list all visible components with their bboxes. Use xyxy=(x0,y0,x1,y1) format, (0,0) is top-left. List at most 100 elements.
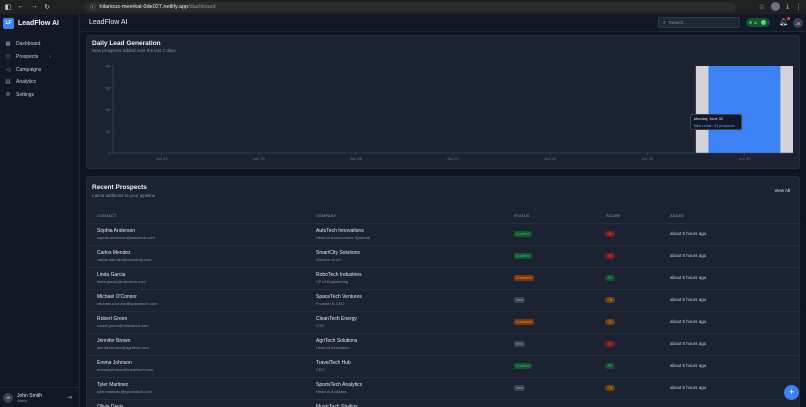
back-icon[interactable]: ← xyxy=(17,3,25,10)
company-name: RoboTech Industries xyxy=(316,272,362,278)
recent-prospects-card: Recent Prospects Latest additions to you… xyxy=(86,176,801,407)
chart-icon: ▥ xyxy=(5,79,11,86)
status-badge: New xyxy=(514,385,526,391)
reload-icon[interactable]: ↻ xyxy=(44,4,50,11)
table-header: CONTACT COMPANY STATUS SCORE ADDED xyxy=(87,213,801,222)
avatar[interactable]: JS xyxy=(793,18,803,28)
contact-name[interactable]: Carlos Mendez xyxy=(97,250,131,256)
view-all-button[interactable]: View All xyxy=(774,188,790,193)
download-icon[interactable]: ⤓ xyxy=(785,2,789,10)
company-name: CleanTech Energy xyxy=(316,316,357,322)
chevron-right-icon[interactable]: › xyxy=(49,54,51,61)
contact-name[interactable]: Robert Green xyxy=(97,316,128,322)
column-header-score[interactable]: SCORE xyxy=(606,214,621,218)
sidebar-item-label: Dashboard xyxy=(16,41,41,48)
users-icon: ⚇ xyxy=(5,54,11,61)
side-nav: ▦ Dashboard ⚇ Prospects › ◁ Campaigns ▥ … xyxy=(0,38,79,101)
daily-leads-chart[interactable]: 0 20 40 60 80 Jun 24 Jun 25 Jun 26 Jun 27 Jun 28 J… xyxy=(87,36,801,170)
company-name: SmartCity Solutions xyxy=(316,250,360,256)
sidebar-item-dashboard[interactable]: ▦ Dashboard xyxy=(0,38,79,51)
user-profile[interactable]: JS John Smith Admin ⇥ xyxy=(0,387,80,407)
sidebar-item-analytics[interactable]: ▥ Analytics xyxy=(0,76,79,89)
column-header-status[interactable]: STATUS xyxy=(514,214,530,218)
contact-email: tyler.martinez@sportstech.com xyxy=(97,389,152,394)
table-row[interactable]: Emma Johnson emma.johnson@traveltech.com T… xyxy=(87,355,801,377)
added-time: about 5 hours ago xyxy=(670,275,707,280)
column-header-contact[interactable]: CONTACT xyxy=(97,214,117,218)
search-input[interactable] xyxy=(668,20,729,25)
added-time: about 5 hours ago xyxy=(670,363,707,368)
x-tick-label: Jun 29 xyxy=(641,156,654,161)
status-badge: Contacted xyxy=(514,319,534,325)
x-tick-label: Jun 30 xyxy=(738,156,751,161)
contact-name[interactable]: Tyler Martinez xyxy=(97,382,129,388)
table-row[interactable]: Robert Green robert.green@cleantech.com Cl… xyxy=(87,311,801,333)
address-bar[interactable]: ⓘ hilarious-meerkat-0de027.netlify.app/d… xyxy=(84,2,736,12)
contact-role: Director of IoT xyxy=(316,257,342,262)
status-badge: Contacted xyxy=(514,275,534,281)
sidebar-toggle-icon[interactable]: ◧ xyxy=(4,4,12,11)
company-name: SpaceTech Ventures xyxy=(316,294,362,300)
contact-name[interactable]: Olivia Davis xyxy=(97,404,124,407)
logout-icon[interactable]: ⇥ xyxy=(66,395,72,401)
score-badge: 78 xyxy=(605,297,615,303)
score-badge: 89 xyxy=(605,363,615,369)
site-info-icon[interactable]: ⓘ xyxy=(90,5,96,11)
megaphone-icon: ◁ xyxy=(5,66,11,73)
table-row[interactable]: Jennifer Brown jennifer.brown@agritech.co… xyxy=(87,333,801,355)
grid-icon: ▦ xyxy=(5,41,11,48)
column-header-company[interactable]: COMPANY xyxy=(316,214,337,218)
topbar: LeadFlow AI ⌕ AI 🔔︎ JS xyxy=(80,14,806,32)
bookmark-star-icon[interactable]: ☆ xyxy=(758,3,765,11)
bell-icon[interactable]: 🔔︎ xyxy=(779,17,790,26)
sidebar-item-label: Settings xyxy=(16,92,35,99)
sidebar-item-campaigns[interactable]: ◁ Campaigns xyxy=(0,63,79,76)
prospects-subtitle: Latest additions to your pipeline xyxy=(92,193,156,198)
brand[interactable]: LF LeadFlow AI xyxy=(0,14,79,32)
contact-role: Founder & CEO xyxy=(316,301,345,306)
add-button[interactable]: + xyxy=(784,385,799,400)
column-header-added[interactable]: ADDED xyxy=(670,214,685,218)
contact-name[interactable]: Michael O'Connor xyxy=(97,294,137,300)
table-row[interactable]: Michael O'Connor michael.oconnor@spacetec… xyxy=(87,289,801,311)
status-badge: New xyxy=(514,297,526,303)
table-row[interactable]: Tyler Martinez tyler.martinez@sportstech.… xyxy=(87,377,801,399)
chart-bar xyxy=(708,66,781,153)
y-tick-label: 80 xyxy=(106,64,111,69)
chart-subtitle: New prospects added over the last 7 days xyxy=(92,48,176,53)
table-row[interactable]: Sophia Anderson sophia.anderson@autotech.… xyxy=(87,223,801,245)
forward-icon[interactable]: → xyxy=(30,3,38,10)
score-badge: 46 xyxy=(605,253,615,259)
sidebar-item-prospects[interactable]: ⚇ Prospects › xyxy=(0,51,79,64)
url-path: /dashboard xyxy=(188,4,216,10)
contact-role: Head of Innovation xyxy=(316,345,350,350)
ai-toggle[interactable]: AI xyxy=(746,18,770,27)
y-tick-label: 60 xyxy=(106,85,111,90)
contact-email: carlos.mendez@smartcity.com xyxy=(97,257,152,262)
x-tick-label: Jun 24 xyxy=(156,156,169,161)
browser-profile-avatar[interactable] xyxy=(770,2,780,11)
y-tick-label: 40 xyxy=(106,107,111,112)
y-tick-label: 20 xyxy=(106,129,111,134)
table-row[interactable]: Linda Garcia linda.garcia@robotech.com Rob… xyxy=(87,267,801,289)
contact-name[interactable]: Linda Garcia xyxy=(97,272,126,278)
chart-tooltip: Monday, June 30 New Leads : 81 prospects xyxy=(690,114,742,130)
contact-name[interactable]: Jennifer Brown xyxy=(97,338,131,344)
contact-name[interactable]: Emma Johnson xyxy=(97,360,132,366)
status-badge: New xyxy=(514,341,526,347)
page-title: LeadFlow AI xyxy=(89,19,128,26)
toggle-knob xyxy=(761,20,767,25)
user-role: Admin xyxy=(17,398,27,403)
added-time: about 5 hours ago xyxy=(670,385,707,390)
score-badge: 46 xyxy=(605,231,615,237)
x-tick-label: Jun 26 xyxy=(350,156,363,161)
browser-menu-icon[interactable]: ⋮ xyxy=(795,3,802,11)
x-tick-label: Jun 27 xyxy=(447,156,460,161)
score-badge: 71 xyxy=(605,319,615,325)
sidebar-item-settings[interactable]: ⚙ Settings xyxy=(0,89,79,102)
search-box[interactable]: ⌕ xyxy=(658,17,740,28)
contact-name[interactable]: Sophia Anderson xyxy=(97,228,136,234)
added-time: about 5 hours ago xyxy=(670,341,707,346)
table-row[interactable]: Carlos Mendez carlos.mendez@smartcity.com… xyxy=(87,245,801,267)
